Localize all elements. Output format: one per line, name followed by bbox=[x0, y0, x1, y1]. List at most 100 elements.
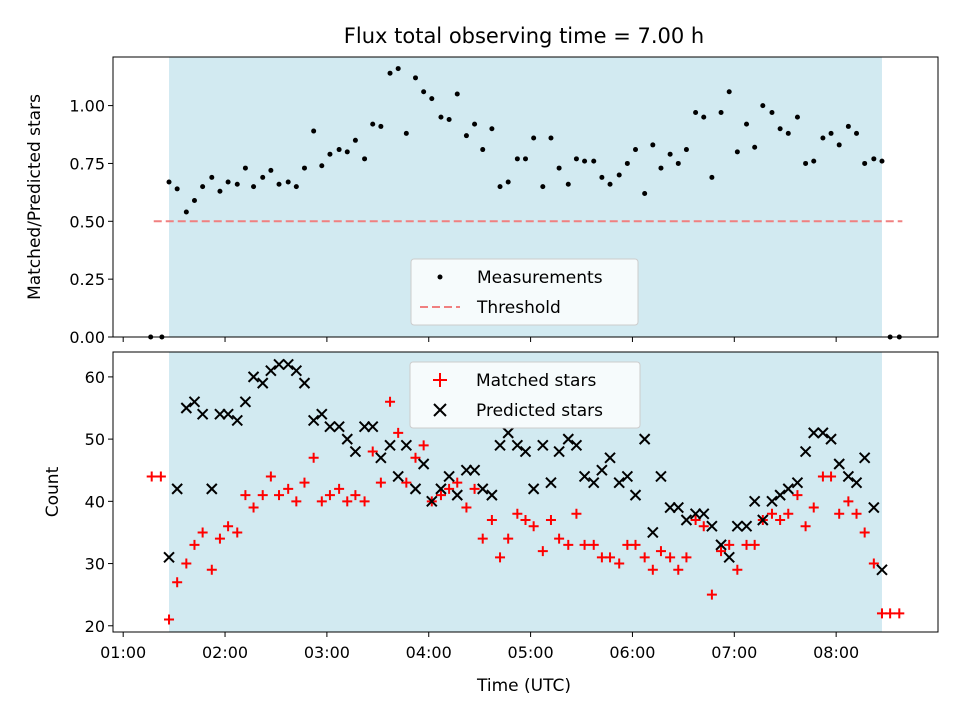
predicted-star-point bbox=[511, 439, 524, 452]
predicted-star-point bbox=[341, 433, 353, 445]
predicted-star-point bbox=[367, 420, 379, 433]
legend-threshold-label: Threshold bbox=[476, 298, 561, 318]
predicted-star-point bbox=[214, 408, 226, 420]
matched-star-point bbox=[554, 533, 565, 544]
top-y-tick-label: 0.00 bbox=[69, 328, 105, 347]
bottom-legend: Matched stars Predicted stars bbox=[409, 361, 641, 429]
predicted-star-point bbox=[817, 427, 829, 439]
predicted-star-point bbox=[316, 408, 328, 420]
predicted-star-point bbox=[486, 489, 498, 501]
predicted-star-point bbox=[239, 396, 252, 408]
matched-star-point bbox=[647, 564, 658, 575]
measurement-point bbox=[463, 133, 469, 139]
measurement-point bbox=[403, 130, 409, 136]
measurement-point bbox=[607, 181, 613, 187]
bottom-axes-frame bbox=[112, 351, 939, 633]
predicted-star-point bbox=[375, 452, 387, 464]
measurement-point bbox=[378, 123, 384, 129]
x-tick-label: 02:00 bbox=[202, 643, 248, 662]
matched-star-point bbox=[800, 521, 811, 532]
measurement-point bbox=[260, 174, 266, 180]
measurement-point bbox=[548, 135, 554, 141]
matched-star-point bbox=[308, 452, 319, 463]
predicted-star-point bbox=[570, 439, 583, 452]
measurement-point bbox=[828, 130, 834, 136]
top-panel: 0.00 0.25 0.50 0.75 1.00 Matched/Predicted s… bbox=[25, 56, 939, 347]
predicted-star-point bbox=[808, 427, 820, 439]
matched-star-point bbox=[299, 477, 310, 488]
legend-measurements-label: Measurements bbox=[477, 268, 603, 288]
predicted-star-point bbox=[298, 377, 311, 389]
measurement-point bbox=[540, 184, 546, 190]
measurement-point bbox=[327, 151, 333, 157]
matched-star-point bbox=[155, 471, 166, 482]
predicted-star-point bbox=[257, 377, 269, 389]
predicted-star-point bbox=[723, 551, 735, 564]
matched-star-point bbox=[342, 496, 353, 507]
matched-star-point bbox=[563, 539, 574, 550]
measurement-point bbox=[777, 126, 783, 132]
measurement-point bbox=[820, 135, 826, 141]
predicted-star-point bbox=[273, 358, 285, 371]
x-tick-label: 01:00 bbox=[100, 643, 146, 662]
matched-star-point bbox=[706, 589, 717, 600]
predicted-star-point bbox=[715, 539, 727, 551]
matched-star-point bbox=[172, 577, 183, 588]
predicted-star-point bbox=[545, 476, 557, 489]
predicted-star-point bbox=[664, 501, 676, 514]
measurement-point bbox=[811, 158, 817, 164]
measurement-point bbox=[556, 165, 562, 171]
matched-star-point bbox=[375, 477, 386, 488]
matched-star-point bbox=[630, 539, 641, 550]
matched-star-point bbox=[859, 527, 870, 538]
matched-star-point bbox=[503, 533, 514, 544]
predicted-star-point bbox=[850, 476, 863, 489]
bottom-y-axis-label: Count bbox=[43, 466, 63, 517]
predicted-star-point bbox=[858, 452, 871, 464]
measurement-point bbox=[200, 184, 206, 190]
measurement-point bbox=[505, 179, 511, 185]
measurement-point bbox=[667, 151, 673, 157]
measurement-point bbox=[531, 135, 537, 141]
predicted-star-point bbox=[265, 364, 277, 377]
matched-star-point bbox=[283, 483, 294, 494]
matched-star-point bbox=[868, 558, 879, 569]
matched-star-point bbox=[775, 515, 786, 525]
top-legend-box bbox=[410, 258, 639, 326]
x-tick-label: 05:00 bbox=[508, 643, 554, 662]
predicted-star-point bbox=[655, 470, 667, 483]
x-tick-label: 07:00 bbox=[711, 643, 757, 662]
predicted-star-point bbox=[417, 458, 430, 470]
matched-star-point bbox=[766, 508, 777, 519]
matched-star-point bbox=[826, 471, 837, 482]
x-tick-label: 06:00 bbox=[609, 643, 655, 662]
measurement-point bbox=[276, 181, 282, 187]
predicted-star-point bbox=[426, 495, 438, 508]
bottom-y-tick-label: 20 bbox=[85, 617, 105, 636]
predicted-star-point bbox=[180, 402, 193, 414]
predicted-star-point bbox=[588, 476, 600, 489]
measurement-point bbox=[191, 197, 197, 203]
predicted-star-point bbox=[392, 470, 404, 483]
predicted-star-point bbox=[647, 526, 659, 539]
legend-predicted-label: Predicted stars bbox=[476, 401, 603, 421]
matched-star-point bbox=[528, 521, 539, 532]
measurement-point bbox=[234, 181, 240, 187]
measurement-point bbox=[225, 179, 231, 185]
matched-star-point bbox=[614, 558, 625, 569]
matched-star-point bbox=[197, 527, 208, 538]
measurement-point bbox=[413, 75, 418, 81]
measurement-point bbox=[591, 158, 597, 164]
predicted-star-point bbox=[740, 520, 753, 532]
matched-star-point bbox=[248, 502, 259, 513]
predicted-star-point bbox=[613, 476, 625, 489]
matched-star-point bbox=[469, 483, 480, 494]
legend-matched-marker bbox=[433, 373, 447, 387]
measurement-point bbox=[387, 70, 393, 76]
predicted-star-point bbox=[494, 439, 506, 452]
measurement-point bbox=[744, 121, 750, 127]
matched-star-point bbox=[418, 440, 429, 451]
top-points-layer bbox=[148, 66, 902, 340]
predicted-star-point bbox=[307, 414, 320, 427]
measurement-point bbox=[183, 209, 189, 215]
